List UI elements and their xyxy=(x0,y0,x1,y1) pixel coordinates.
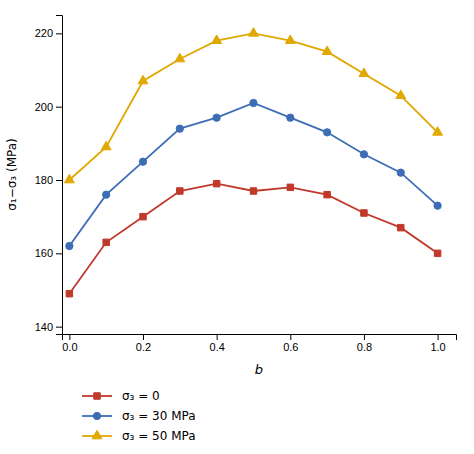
point xyxy=(64,174,74,183)
point xyxy=(323,129,330,136)
point xyxy=(361,210,367,216)
point xyxy=(66,242,73,249)
y-tick-label: 160 xyxy=(35,247,53,259)
x-axis-line xyxy=(63,335,457,341)
point xyxy=(176,125,183,132)
point xyxy=(103,239,109,245)
legend: σ₃ = 0 σ₃ = 30 MPa σ₃ = 50 MPa xyxy=(82,389,196,443)
x-tick-label: 0.4 xyxy=(210,341,225,353)
series-line xyxy=(69,103,437,246)
point xyxy=(360,151,367,158)
point xyxy=(287,184,293,190)
point xyxy=(397,169,404,176)
point xyxy=(250,188,256,194)
point xyxy=(434,202,441,209)
x-axis-title: b xyxy=(255,362,263,377)
legend-symbol xyxy=(93,412,100,419)
y-axis: 140 160 180 200 220 xyxy=(35,16,63,335)
y-axis-title: σ₁−σ₃ (MPa) xyxy=(5,138,19,210)
point xyxy=(101,141,111,150)
y-tick-mark xyxy=(56,327,62,328)
y-tick-label: 140 xyxy=(35,321,53,333)
point xyxy=(140,213,146,219)
x-tick: 0.0 xyxy=(62,334,77,353)
x-tick: 0.4 xyxy=(210,334,225,353)
y-tick: 200 xyxy=(35,101,62,113)
legend-symbol xyxy=(92,430,102,439)
point xyxy=(212,35,222,44)
y-tick: 140 xyxy=(35,321,62,333)
y-tick-label: 200 xyxy=(35,101,53,113)
legend-symbol xyxy=(94,393,100,399)
x-tick-mark xyxy=(290,334,291,340)
y-tick-mark xyxy=(56,107,62,108)
x-tick-mark xyxy=(217,334,218,340)
x-axis: 0.0 0.2 0.4 0.6 0.8 1.0 xyxy=(62,334,456,353)
point xyxy=(139,158,146,165)
point xyxy=(66,290,72,296)
point xyxy=(213,180,219,186)
x-tick-mark xyxy=(364,334,365,340)
x-tick-mark xyxy=(143,334,144,340)
y-tick: 180 xyxy=(35,174,62,186)
legend-label: σ₃ = 0 xyxy=(122,389,160,403)
point xyxy=(434,250,440,256)
point xyxy=(287,114,294,121)
point xyxy=(396,90,406,99)
x-tick-label: 0.2 xyxy=(136,341,151,353)
legend-item: σ₃ = 30 MPa xyxy=(82,409,196,423)
y-tick-label: 180 xyxy=(35,174,53,186)
point xyxy=(398,224,404,230)
x-tick-label: 0.6 xyxy=(283,341,298,353)
legend-item: σ₃ = 0 xyxy=(82,389,160,403)
point xyxy=(359,68,369,77)
x-tick-mark xyxy=(438,334,439,340)
y-tick: 220 xyxy=(35,27,62,39)
x-tick-label: 0.0 xyxy=(62,341,77,353)
x-tick-label: 1.0 xyxy=(430,341,445,353)
point xyxy=(250,99,257,106)
series-area xyxy=(64,28,442,297)
x-tick: 0.6 xyxy=(283,334,298,353)
x-tick-mark xyxy=(69,334,70,340)
point xyxy=(103,191,110,198)
point xyxy=(249,28,259,37)
y-axis-line xyxy=(56,16,63,335)
chart: 0.0 0.2 0.4 0.6 0.8 1.0 140 160 180 200 220 b σ₁−σ₃ … xyxy=(0,0,474,454)
point xyxy=(324,191,330,197)
x-tick: 0.8 xyxy=(357,334,372,353)
legend-label: σ₃ = 30 MPa xyxy=(122,409,196,423)
point xyxy=(138,75,148,84)
legend-item: σ₃ = 50 MPa xyxy=(82,429,196,443)
series xyxy=(66,180,441,296)
point xyxy=(433,127,443,136)
series-line xyxy=(69,184,437,294)
point xyxy=(213,114,220,121)
point xyxy=(285,35,295,44)
series-line xyxy=(69,33,437,180)
point xyxy=(175,53,185,62)
x-tick: 1.0 xyxy=(430,334,445,353)
plot: 0.0 0.2 0.4 0.6 0.8 1.0 140 160 180 200 220 b σ₁−σ₃ … xyxy=(5,16,457,378)
x-tick-label: 0.8 xyxy=(357,341,372,353)
series xyxy=(64,28,442,183)
y-tick-label: 220 xyxy=(35,27,53,39)
legend-label: σ₃ = 50 MPa xyxy=(122,429,196,443)
y-tick-mark xyxy=(56,33,62,34)
x-tick: 0.2 xyxy=(136,334,151,353)
y-tick-mark xyxy=(56,180,62,181)
y-tick: 160 xyxy=(35,247,62,259)
point xyxy=(322,46,332,55)
y-tick-mark xyxy=(56,253,62,254)
point xyxy=(177,188,183,194)
series xyxy=(66,99,442,249)
